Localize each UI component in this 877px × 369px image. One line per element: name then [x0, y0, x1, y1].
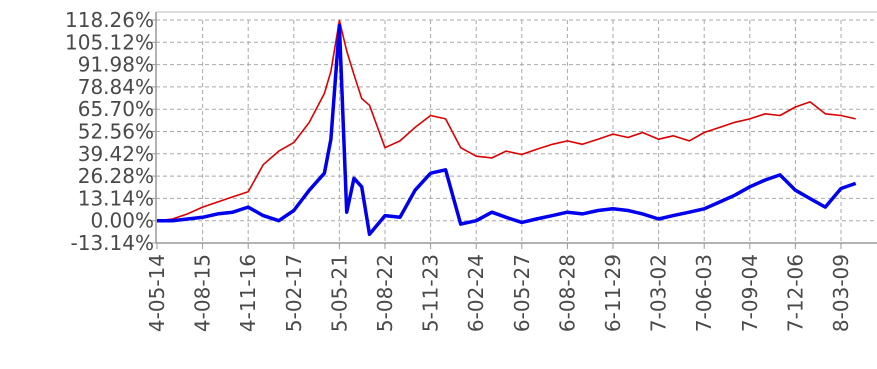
x-tick-label: 7-09-04	[738, 254, 762, 332]
x-tick-label: 4-05-14	[145, 254, 169, 332]
x-tick-label: 6-08-28	[555, 254, 579, 332]
x-tick-label: 5-11-23	[419, 254, 443, 332]
y-tick-label: 52.56%	[78, 120, 154, 144]
x-tick-label: 7-12-06	[783, 254, 807, 332]
grid-layer	[156, 19, 877, 244]
x-tick-label: 7-03-02	[647, 254, 671, 332]
series-layer	[156, 19, 857, 237]
axis-layer	[151, 11, 877, 249]
x-tick-label: 6-05-27	[510, 254, 534, 332]
x-tick-labels: 4-05-14 4-08-15 4-11-16 5-02-17 5-05-21 5-08-…	[145, 254, 853, 332]
series-line-blue	[157, 23, 857, 237]
series-line-red	[156, 19, 856, 222]
x-tick-label: 6-11-29	[601, 254, 625, 332]
x-tick-label: 4-11-16	[236, 254, 260, 332]
y-tick-label: 118.26%	[65, 8, 154, 32]
y-tick-label: 0.00%	[90, 209, 154, 233]
x-tick-label: 8-03-09	[829, 254, 853, 332]
y-tick-label: 91.98%	[78, 53, 154, 77]
x-tick-label: 5-08-22	[373, 254, 397, 332]
y-tick-label: 26.28%	[78, 164, 154, 188]
y-tick-label: 105.12%	[65, 30, 154, 54]
y-tick-label: 39.42%	[78, 142, 154, 166]
y-tick-label: -13.14%	[71, 231, 154, 255]
x-tick-label: 5-02-17	[282, 254, 306, 332]
y-tick-labels: 118.26%105.12%91.98%78.84%65.70%52.56%39…	[65, 8, 154, 255]
x-tick-label: 7-06-03	[692, 254, 716, 332]
x-tick-label: 4-08-15	[191, 254, 215, 332]
x-tick-label: 5-05-21	[327, 254, 351, 332]
x-tick-label: 6-02-24	[464, 254, 488, 332]
y-tick-label: 65.70%	[78, 97, 154, 121]
y-tick-label: 13.14%	[78, 186, 154, 210]
y-tick-label: 78.84%	[78, 75, 154, 99]
